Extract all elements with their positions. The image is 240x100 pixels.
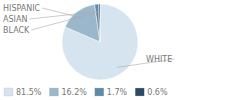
legend-label: 1.7% [107,88,128,97]
pie-slice [99,4,100,42]
pie [62,4,138,80]
slice-label: HISPANIC [3,4,41,13]
legend-swatch [49,88,58,96]
leader-line [42,8,81,18]
legend-item: 0.6% [135,88,168,97]
leader-line [31,12,99,30]
pie-slice [95,4,100,42]
slice-label: BLACK [3,26,30,35]
legend-label: 0.6% [147,88,168,97]
legend-label: 16.2% [61,88,87,97]
pie-slice [62,4,138,80]
legend-item: 1.7% [95,88,128,97]
legend-item: 16.2% [49,88,87,97]
pie-slice [65,4,100,42]
legend-item: 81.5% [4,88,42,97]
slice-label: WHITE [146,55,172,64]
legend-label: 81.5% [16,88,42,97]
labels: HISPANIC ASIAN BLACK WHITE [3,4,174,68]
legend-swatch [95,88,104,96]
slice-label: ASIAN [3,15,27,24]
legend-swatch [135,88,144,96]
legend: 81.5% 16.2% 1.7% 0.6% [4,88,168,97]
leader-line [29,12,97,19]
chart: HISPANIC ASIAN BLACK WHITE 81.5% 16.2% 1.7% 0.6… [0,0,240,100]
legend-swatch [4,88,13,96]
